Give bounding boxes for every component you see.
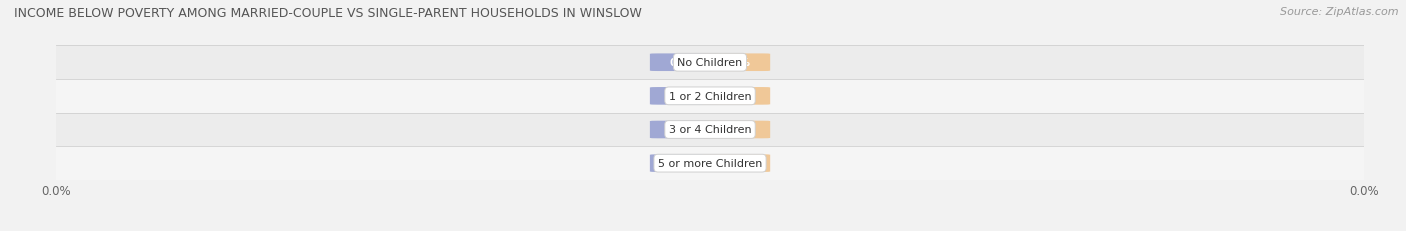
- Text: INCOME BELOW POVERTY AMONG MARRIED-COUPLE VS SINGLE-PARENT HOUSEHOLDS IN WINSLOW: INCOME BELOW POVERTY AMONG MARRIED-COUPL…: [14, 7, 643, 20]
- Text: 0.0%: 0.0%: [721, 91, 751, 101]
- Text: 0.0%: 0.0%: [721, 125, 751, 135]
- FancyBboxPatch shape: [650, 54, 718, 72]
- Bar: [56, 147, 1364, 180]
- FancyBboxPatch shape: [650, 121, 718, 139]
- FancyBboxPatch shape: [702, 121, 770, 139]
- Text: 0.0%: 0.0%: [721, 158, 751, 168]
- Text: 0.0%: 0.0%: [669, 125, 699, 135]
- Text: 0.0%: 0.0%: [669, 158, 699, 168]
- FancyBboxPatch shape: [650, 155, 718, 172]
- Text: No Children: No Children: [678, 58, 742, 68]
- Bar: [56, 46, 1364, 80]
- FancyBboxPatch shape: [650, 88, 718, 105]
- Text: 0.0%: 0.0%: [669, 58, 699, 68]
- Bar: [56, 113, 1364, 147]
- Text: 1 or 2 Children: 1 or 2 Children: [669, 91, 751, 101]
- FancyBboxPatch shape: [702, 88, 770, 105]
- Text: 0.0%: 0.0%: [721, 58, 751, 68]
- Text: Source: ZipAtlas.com: Source: ZipAtlas.com: [1281, 7, 1399, 17]
- Text: 0.0%: 0.0%: [669, 91, 699, 101]
- FancyBboxPatch shape: [702, 155, 770, 172]
- Text: 3 or 4 Children: 3 or 4 Children: [669, 125, 751, 135]
- Bar: [56, 80, 1364, 113]
- FancyBboxPatch shape: [702, 54, 770, 72]
- Text: 5 or more Children: 5 or more Children: [658, 158, 762, 168]
